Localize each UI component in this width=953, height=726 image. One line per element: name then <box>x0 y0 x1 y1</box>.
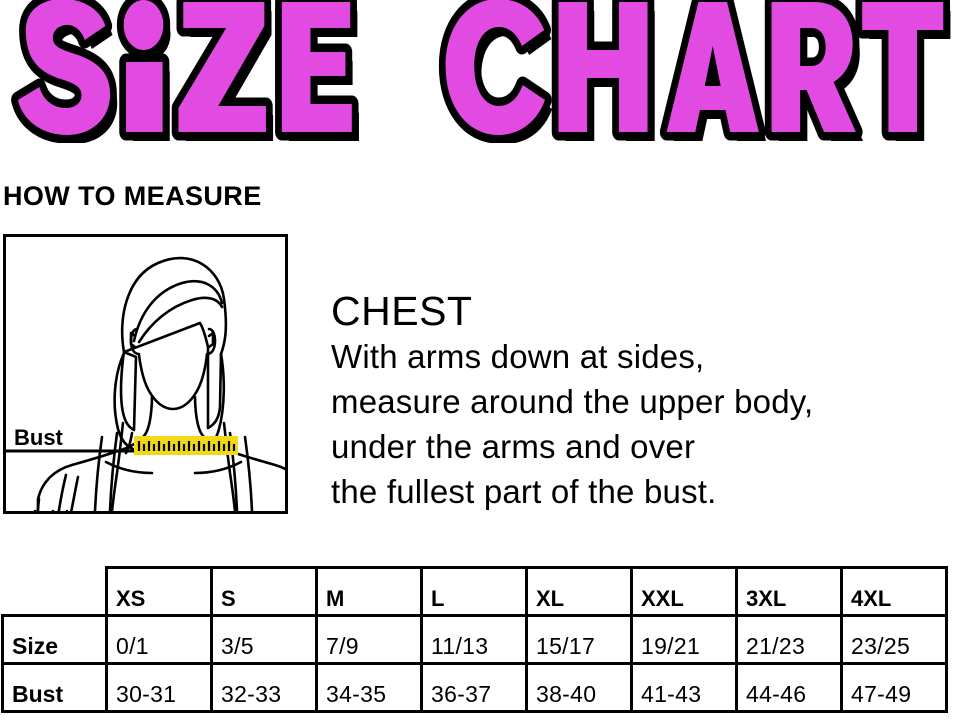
column-header-4xl: 4XL <box>840 566 948 617</box>
chest-body-text: With arms down at sides, measure around … <box>331 338 814 510</box>
cell-size-4xl: 23/25 <box>840 614 948 665</box>
table-row: Size 0/1 3/5 7/9 11/13 15/17 19/21 21/23… <box>1 614 948 665</box>
cell-bust-xl: 38-40 <box>525 662 633 713</box>
row-header-bust: Bust <box>1 662 108 713</box>
cell-size-m: 7/9 <box>315 614 423 665</box>
measurement-illustration <box>3 234 288 514</box>
cell-bust-s: 32-33 <box>210 662 318 713</box>
column-header-xl: XL <box>525 566 633 617</box>
cell-bust-xs: 30-31 <box>105 662 213 713</box>
column-header-s: S <box>210 566 318 617</box>
cell-size-xl: 15/17 <box>525 614 633 665</box>
table-corner-blank <box>3 568 107 616</box>
table-header-row: XS S M L XL XXL 3XL 4XL <box>3 566 948 617</box>
column-header-l: L <box>420 566 528 617</box>
table-row: Bust 30-31 32-33 34-35 36-37 38-40 41-43… <box>1 662 948 713</box>
measuring-tape <box>134 436 238 455</box>
cell-bust-m: 34-35 <box>315 662 423 713</box>
chest-heading: CHEST <box>331 288 473 334</box>
cell-size-xs: 0/1 <box>105 614 213 665</box>
female-torso-diagram <box>6 256 285 511</box>
cell-bust-l: 36-37 <box>420 662 528 713</box>
column-header-xs: XS <box>105 566 213 617</box>
how-to-measure-heading: HOW TO MEASURE <box>3 181 262 211</box>
column-header-m: M <box>315 566 423 617</box>
cell-bust-3xl: 44-46 <box>735 662 843 713</box>
cell-size-l: 11/13 <box>420 614 528 665</box>
cell-size-3xl: 21/23 <box>735 614 843 665</box>
row-header-size: Size <box>1 614 108 665</box>
cell-size-xxl: 19/21 <box>630 614 738 665</box>
column-header-xxl: XXL <box>630 566 738 617</box>
page-title <box>0 0 953 143</box>
cell-size-s: 3/5 <box>210 614 318 665</box>
cell-bust-4xl: 47-49 <box>840 662 948 713</box>
cell-bust-xxl: 41-43 <box>630 662 738 713</box>
column-header-3xl: 3XL <box>735 566 843 617</box>
bust-label: Bust <box>14 425 63 450</box>
size-table-container: XS S M L XL XXL 3XL 4XL Size 0/1 3/5 7/9… <box>1 566 948 713</box>
size-table: XS S M L XL XXL 3XL 4XL Size 0/1 3/5 7/9… <box>1 566 948 713</box>
chest-description-block: CHEST With arms down at sides, measure a… <box>331 288 931 514</box>
title-artwork <box>0 0 953 143</box>
